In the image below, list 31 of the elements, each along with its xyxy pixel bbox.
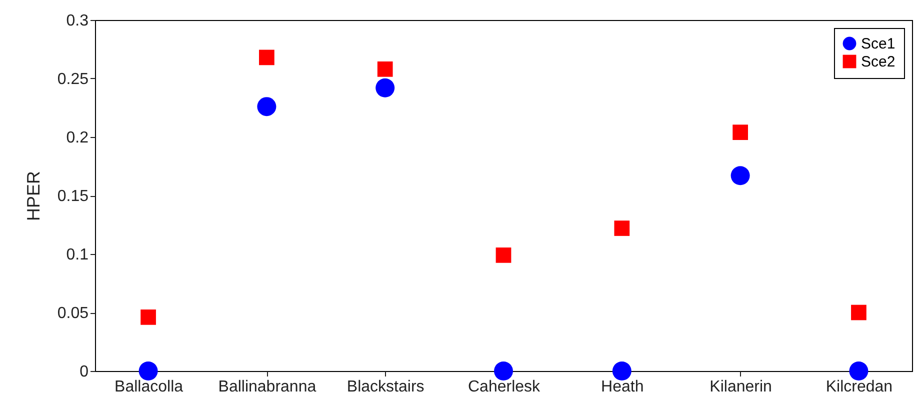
y-tick-label: 0.1	[66, 246, 89, 264]
point	[257, 97, 276, 116]
legend-label: Sce1	[861, 36, 896, 52]
y-tick-label: 0.05	[57, 305, 89, 322]
point	[851, 304, 866, 320]
point	[730, 166, 750, 186]
x-tick-label: Kilcredan	[826, 378, 893, 396]
x-tick-label: Heath	[601, 378, 644, 396]
y-tick-label: 0	[80, 364, 89, 380]
point	[496, 247, 512, 263]
x-tick-label: Ballinabranna	[218, 378, 316, 396]
y-tick-label: 0.2	[66, 130, 89, 146]
point	[140, 310, 156, 325]
x-tick-label: Blackstairs	[346, 378, 424, 396]
point	[138, 362, 158, 380]
point	[494, 362, 513, 380]
point	[732, 124, 748, 140]
x-tick-label: Caherlesk	[468, 378, 542, 396]
x-tick-label: Kilanerin	[710, 378, 772, 396]
point	[377, 61, 393, 77]
y-tick-label: 0.25	[57, 71, 89, 88]
y-tick-label: 0.15	[57, 188, 89, 205]
legend-label: Sce2	[861, 54, 896, 70]
point	[849, 362, 868, 380]
point	[259, 50, 274, 66]
point	[614, 220, 630, 236]
y-axis-title: HPER	[23, 170, 44, 222]
y-tick-label: 0.3	[66, 12, 89, 30]
point	[376, 78, 395, 98]
point	[612, 362, 632, 380]
x-tick-label: Ballacolla	[114, 378, 184, 396]
